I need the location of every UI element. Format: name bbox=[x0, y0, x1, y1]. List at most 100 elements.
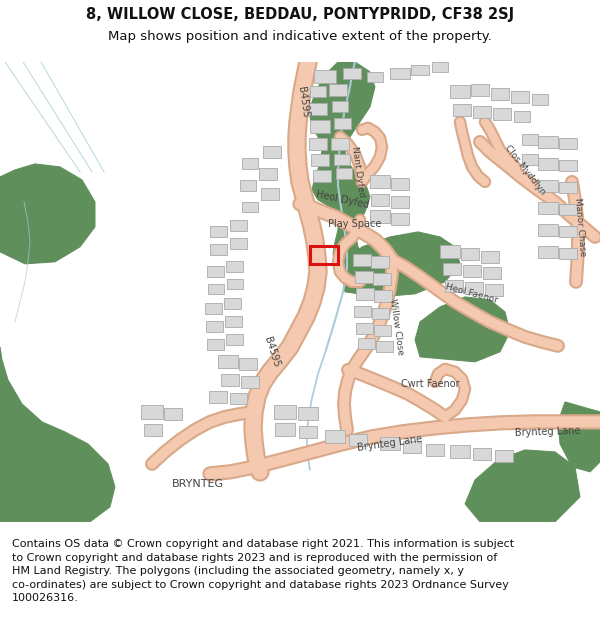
Bar bbox=[275, 423, 295, 436]
Bar bbox=[274, 405, 296, 419]
Bar bbox=[343, 68, 361, 79]
Bar bbox=[370, 211, 390, 223]
Bar bbox=[495, 450, 513, 462]
Text: Brynteg Lane: Brynteg Lane bbox=[515, 426, 581, 438]
Text: Clos Myddlyn: Clos Myddlyn bbox=[503, 143, 547, 196]
Text: Play Space: Play Space bbox=[328, 219, 382, 229]
Bar bbox=[242, 202, 258, 212]
Bar bbox=[481, 251, 499, 263]
Bar bbox=[263, 146, 281, 158]
Bar bbox=[239, 358, 257, 370]
Bar bbox=[336, 168, 352, 179]
Text: B4595: B4595 bbox=[296, 86, 310, 118]
Bar bbox=[209, 391, 227, 403]
Bar bbox=[371, 194, 389, 206]
Bar bbox=[380, 438, 400, 451]
Bar bbox=[538, 246, 558, 258]
Bar bbox=[367, 72, 383, 82]
Bar bbox=[445, 280, 463, 292]
Polygon shape bbox=[310, 62, 375, 287]
Bar bbox=[358, 338, 374, 349]
Bar bbox=[559, 248, 577, 259]
Bar bbox=[450, 446, 470, 458]
Bar bbox=[483, 267, 501, 279]
Bar bbox=[450, 86, 470, 98]
Bar bbox=[226, 261, 242, 272]
Bar bbox=[229, 221, 247, 231]
Text: Willow Close: Willow Close bbox=[388, 298, 404, 356]
Bar bbox=[226, 334, 242, 346]
Bar bbox=[355, 271, 373, 283]
Bar bbox=[209, 226, 227, 238]
Bar bbox=[461, 248, 479, 260]
Bar bbox=[391, 178, 409, 190]
Text: Cwrt Faenor: Cwrt Faenor bbox=[401, 379, 460, 389]
Bar bbox=[353, 306, 371, 318]
Bar bbox=[310, 246, 338, 264]
Bar bbox=[522, 154, 538, 166]
Bar bbox=[473, 106, 491, 118]
Bar bbox=[374, 290, 392, 302]
Bar bbox=[514, 111, 530, 123]
Bar bbox=[411, 65, 429, 75]
Bar bbox=[242, 158, 258, 169]
Text: Contains OS data © Crown copyright and database right 2021. This information is : Contains OS data © Crown copyright and d… bbox=[12, 539, 514, 603]
Polygon shape bbox=[465, 450, 580, 522]
Polygon shape bbox=[0, 347, 115, 522]
Bar bbox=[371, 256, 389, 268]
Bar bbox=[559, 226, 577, 238]
Bar bbox=[310, 121, 330, 133]
Polygon shape bbox=[0, 164, 95, 264]
Bar bbox=[298, 408, 318, 421]
Bar bbox=[313, 170, 331, 182]
Bar bbox=[538, 136, 558, 148]
Bar bbox=[538, 180, 558, 192]
Bar bbox=[538, 202, 558, 214]
Bar bbox=[403, 441, 421, 453]
Bar bbox=[376, 341, 392, 352]
Bar bbox=[356, 288, 374, 300]
Bar bbox=[206, 266, 223, 278]
Bar bbox=[538, 224, 558, 236]
Bar bbox=[391, 196, 409, 208]
Bar bbox=[522, 134, 538, 146]
Bar bbox=[370, 176, 390, 188]
Bar bbox=[471, 84, 489, 96]
Bar bbox=[511, 91, 529, 103]
Bar bbox=[329, 84, 347, 96]
Text: Heol Dyfed: Heol Dyfed bbox=[314, 189, 370, 211]
Bar bbox=[331, 138, 349, 150]
Bar bbox=[432, 62, 448, 72]
Bar bbox=[227, 279, 243, 289]
Bar bbox=[440, 246, 460, 258]
Bar bbox=[473, 448, 491, 460]
Bar bbox=[218, 356, 238, 368]
Text: Heol Faenor: Heol Faenor bbox=[445, 282, 499, 305]
Bar bbox=[311, 154, 329, 166]
Bar bbox=[221, 374, 239, 386]
Bar bbox=[309, 103, 327, 115]
Bar bbox=[299, 426, 317, 438]
Bar bbox=[229, 238, 247, 249]
Bar bbox=[208, 284, 224, 294]
Bar bbox=[334, 154, 350, 166]
Bar bbox=[334, 118, 350, 129]
Bar bbox=[259, 168, 277, 180]
Bar bbox=[349, 434, 367, 446]
Bar bbox=[538, 158, 558, 170]
Text: Brynteg Lane: Brynteg Lane bbox=[357, 434, 423, 453]
Bar bbox=[493, 108, 511, 120]
Bar bbox=[141, 405, 163, 419]
Bar bbox=[443, 263, 461, 275]
Bar bbox=[559, 161, 577, 171]
Bar bbox=[559, 204, 577, 216]
Bar bbox=[224, 316, 241, 328]
Bar bbox=[240, 181, 256, 191]
Bar bbox=[229, 393, 247, 404]
Bar bbox=[390, 68, 410, 79]
Bar bbox=[391, 213, 409, 225]
Text: Manor Chase: Manor Chase bbox=[573, 197, 587, 257]
Text: B4595: B4595 bbox=[262, 336, 281, 368]
Text: BRYNTEG: BRYNTEG bbox=[172, 479, 224, 489]
Bar bbox=[332, 101, 348, 112]
